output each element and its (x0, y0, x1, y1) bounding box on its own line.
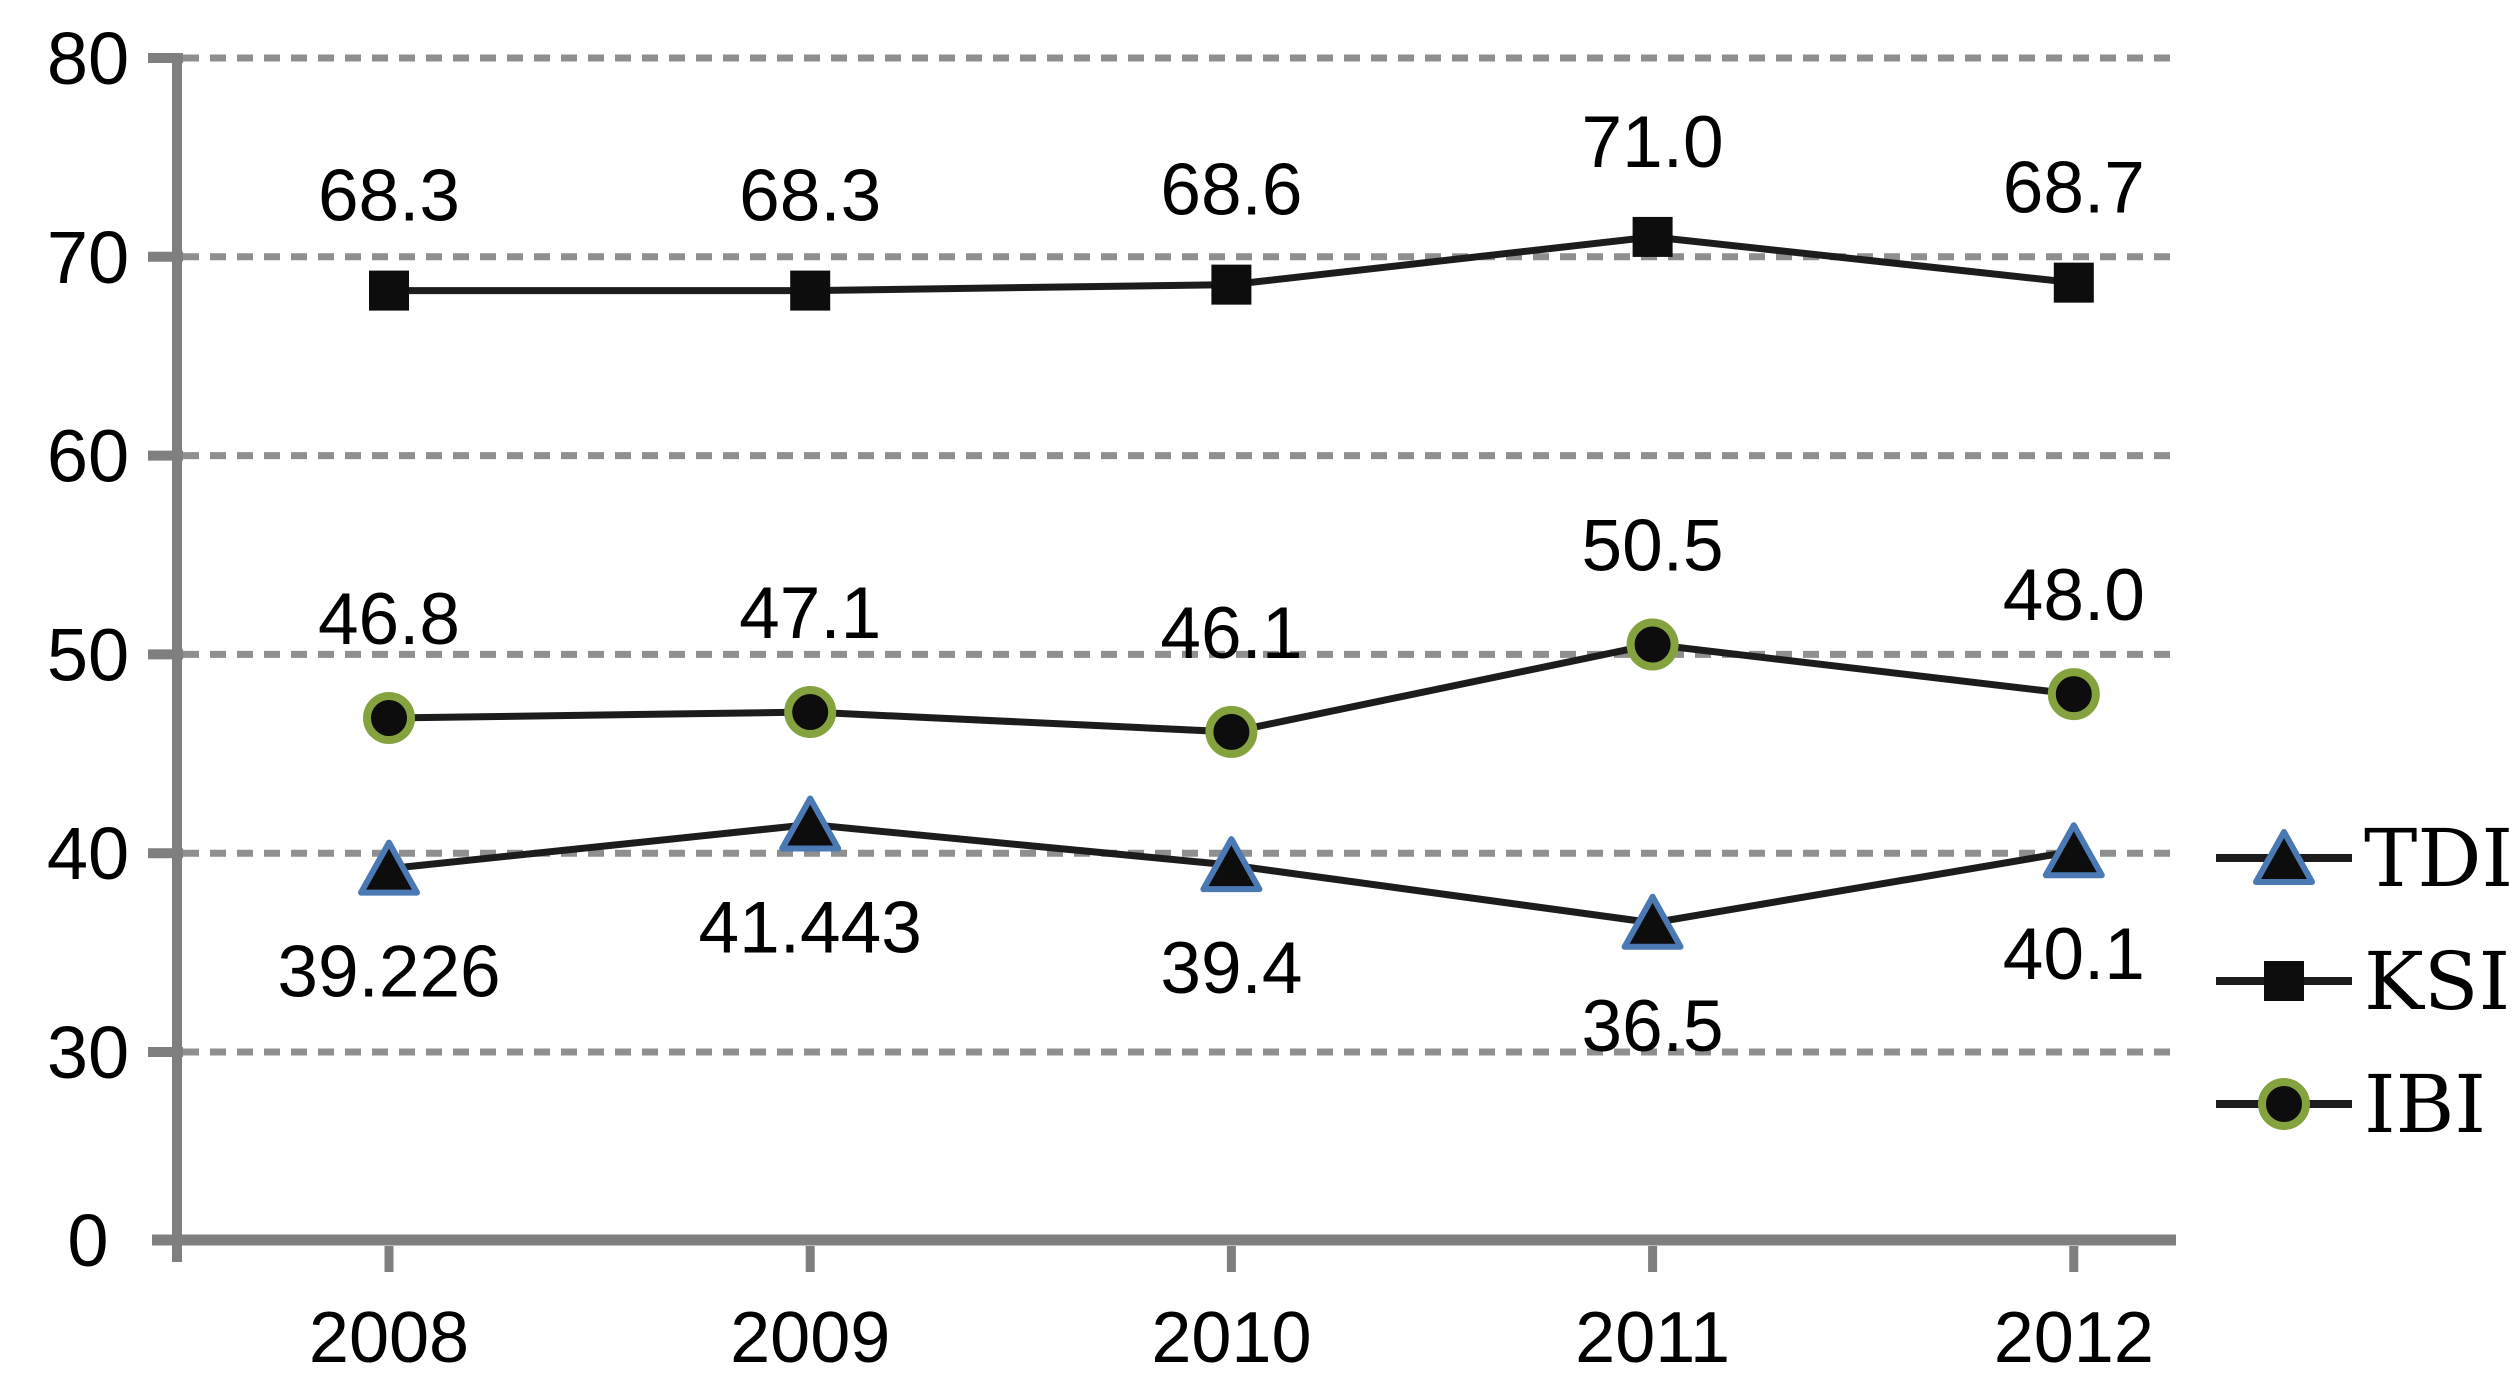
data-label-KSI-2008: 68.3 (318, 156, 460, 237)
data-label-IBI-2008: 46.8 (318, 579, 460, 660)
legend-marker-IBI (2258, 1078, 2310, 1130)
x-tick-label-2010: 2010 (1151, 1298, 1311, 1378)
marker-IBI-2011 (1626, 618, 1679, 671)
marker-TDI-2009 (779, 795, 842, 852)
data-label-IBI-2011: 50.5 (1582, 505, 1724, 586)
marker-KSI-2009 (790, 270, 831, 311)
marker-TDI-2010 (1200, 836, 1263, 893)
marker-TDI-2008 (358, 839, 420, 896)
y-tick-label: 80 (47, 17, 129, 100)
marker-KSI-2010 (1211, 264, 1252, 305)
x-tick-label-2009: 2009 (730, 1298, 890, 1378)
marker-IBI-2012 (2047, 668, 2100, 721)
data-label-KSI-2012: 68.7 (2003, 148, 2145, 229)
y-tick-label: 70 (47, 216, 129, 299)
data-label-KSI-2009: 68.3 (739, 156, 881, 237)
legend-marker-KSI (2264, 961, 2304, 1001)
data-label-KSI-2010: 68.6 (1160, 150, 1302, 231)
marker-IBI-2009 (784, 686, 837, 739)
marker-KSI-2008 (369, 270, 409, 311)
legend-label-IBI: IBI (2364, 1058, 2486, 1151)
y-tick-label: 50 (47, 613, 129, 696)
y-tick-label: 0 (67, 1199, 108, 1282)
data-label-TDI-2009: 41.443 (699, 888, 922, 969)
x-tick-label-2012: 2012 (1994, 1298, 2154, 1378)
x-tick-label-2008: 2008 (309, 1298, 469, 1378)
marker-TDI-2012 (2042, 822, 2105, 879)
legend-marker-TDI (2253, 829, 2315, 885)
x-tick-label-2011: 2011 (1575, 1298, 1730, 1378)
data-label-TDI-2008: 39.226 (277, 932, 500, 1013)
legend-label-KSI: KSI (2364, 935, 2510, 1028)
marker-TDI-2011 (1621, 893, 1684, 950)
y-tick-label: 60 (47, 415, 129, 498)
marker-IBI-2008 (363, 692, 415, 745)
data-label-KSI-2011: 71.0 (1582, 102, 1724, 183)
y-tick-label: 40 (47, 812, 129, 895)
data-label-IBI-2009: 47.1 (739, 573, 881, 654)
data-label-TDI-2012: 40.1 (2003, 914, 2145, 995)
y-tick-label: 30 (47, 1011, 129, 1094)
marker-KSI-2012 (2053, 262, 2094, 303)
legend-label-TDI: TDI (2364, 812, 2513, 905)
data-label-IBI-2010: 46.1 (1160, 593, 1302, 674)
data-label-TDI-2010: 39.4 (1160, 928, 1302, 1009)
data-label-TDI-2011: 36.5 (1582, 986, 1724, 1067)
data-label-IBI-2012: 48.0 (2003, 555, 2145, 636)
marker-KSI-2011 (1632, 216, 1673, 257)
marker-IBI-2010 (1205, 705, 1258, 758)
